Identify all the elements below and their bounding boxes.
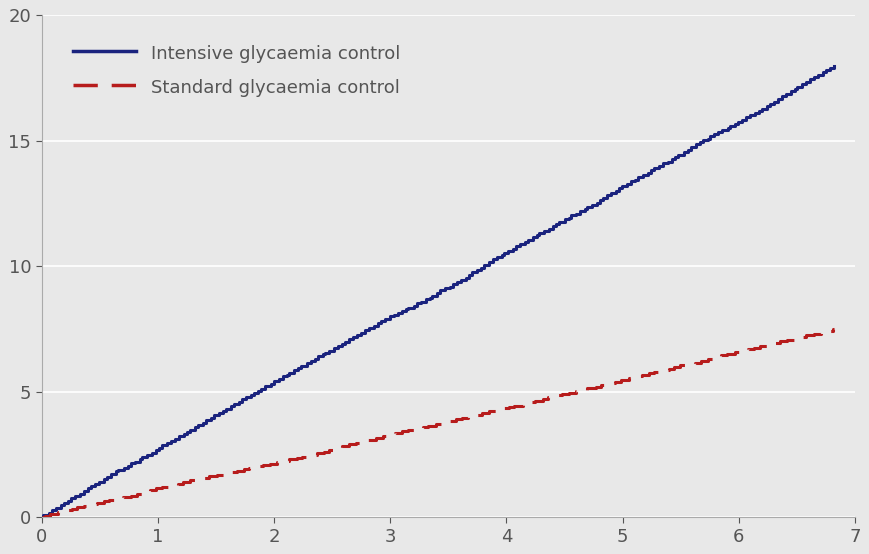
Legend: Intensive glycaemia control, Standard glycaemia control: Intensive glycaemia control, Standard gl… [59,29,415,111]
